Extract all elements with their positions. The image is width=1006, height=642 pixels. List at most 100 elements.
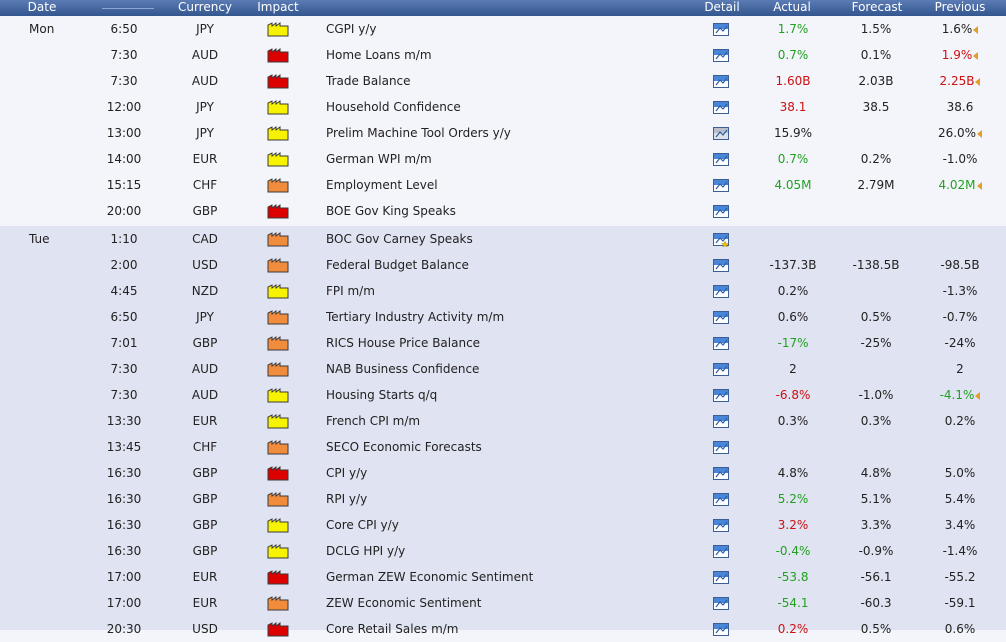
event-title[interactable]: Core Retail Sales m/m (326, 622, 459, 636)
detail-icon[interactable] (712, 22, 730, 37)
header-previous[interactable]: Previous (934, 0, 986, 14)
table-row[interactable]: 7:01 GBP RICS House Price Balance -17% -25% -… (0, 330, 1006, 356)
table-row[interactable]: 16:30 GBP DCLG HPI y/y -0.4% -0.9% -1.4% (0, 538, 1006, 564)
event-title[interactable]: BOE Gov King Speaks (326, 204, 456, 218)
table-row[interactable]: 20:30 USD Core Retail Sales m/m 0.2% 0.5% 0.6… (0, 616, 1006, 642)
table-row[interactable]: 12:00 JPY Household Confidence 38.1 38.5 38.6 (0, 94, 1006, 120)
day-block-tue: Tue 1:10 CAD BOC Gov Carney Speaks 2:00 USD F… (0, 226, 1006, 637)
detail-icon[interactable] (712, 544, 730, 559)
event-actual (748, 434, 838, 460)
event-title[interactable]: CGPI y/y (326, 22, 377, 36)
table-row[interactable]: 1:10 CAD BOC Gov Carney Speaks (0, 226, 1006, 252)
event-title[interactable]: Federal Budget Balance (326, 258, 469, 272)
event-title[interactable]: RPI y/y (326, 492, 368, 506)
event-previous-value: 5.4% (944, 492, 976, 506)
detail-icon[interactable] (712, 100, 730, 115)
table-row[interactable]: 13:00 JPY Prelim Machine Tool Orders y/y 15… (0, 120, 1006, 146)
event-title[interactable]: ZEW Economic Sentiment (326, 596, 482, 610)
table-row[interactable]: 16:30 GBP CPI y/y 4.8% 4.8% 5.0% (0, 460, 1006, 486)
table-row[interactable]: 13:45 CHF SECO Economic Forecasts (0, 434, 1006, 460)
detail-star-icon[interactable] (712, 232, 730, 247)
event-actual: 0.2% (777, 284, 809, 298)
event-title[interactable]: Prelim Machine Tool Orders y/y (326, 126, 511, 140)
event-title[interactable]: Core CPI y/y (326, 518, 399, 532)
revised-icon[interactable] (973, 51, 979, 60)
detail-gray-icon[interactable] (712, 126, 730, 141)
event-title[interactable]: SECO Economic Forecasts (326, 440, 482, 454)
event-previous: -98.5B (916, 252, 1004, 278)
event-title[interactable]: Employment Level (326, 178, 438, 192)
event-previous: 26.0% (916, 120, 1004, 146)
detail-icon[interactable] (712, 336, 730, 351)
event-title[interactable]: Household Confidence (326, 100, 461, 114)
event-title[interactable]: NAB Business Confidence (326, 362, 480, 376)
revised-icon[interactable] (977, 129, 983, 138)
detail-icon[interactable] (712, 152, 730, 167)
detail-icon[interactable] (712, 178, 730, 193)
detail-icon[interactable] (712, 440, 730, 455)
detail-icon[interactable] (712, 414, 730, 429)
table-row[interactable]: 2:00 USD Federal Budget Balance -137.3B -138… (0, 252, 1006, 278)
event-title[interactable]: French CPI m/m (326, 414, 421, 428)
revised-icon[interactable] (976, 181, 982, 190)
event-previous: -24% (916, 330, 1004, 356)
table-row[interactable]: 13:30 EUR French CPI m/m 0.3% 0.3% 0.2% (0, 408, 1006, 434)
detail-icon[interactable] (712, 284, 730, 299)
table-row[interactable]: 17:00 EUR German ZEW Economic Sentiment -53… (0, 564, 1006, 590)
event-title[interactable]: Tertiary Industry Activity m/m (326, 310, 505, 324)
impact-low-icon (267, 388, 289, 403)
table-row[interactable]: 14:00 EUR German WPI m/m 0.7% 0.2% -1.0% (0, 146, 1006, 172)
event-forecast: 0.5% (860, 310, 892, 324)
event-title[interactable]: BOC Gov Carney Speaks (326, 232, 473, 246)
detail-icon[interactable] (712, 310, 730, 325)
table-row[interactable]: 20:00 GBP BOE Gov King Speaks (0, 198, 1006, 224)
event-title[interactable]: FPI m/m (326, 284, 375, 298)
event-title[interactable]: DCLG HPI y/y (326, 544, 406, 558)
detail-icon[interactable] (712, 48, 730, 63)
table-row[interactable]: 17:00 EUR ZEW Economic Sentiment -54.1 -60.3… (0, 590, 1006, 616)
event-title[interactable]: Trade Balance (326, 74, 411, 88)
table-row[interactable]: 15:15 CHF Employment Level 4.05M 2.79M 4.02M (0, 172, 1006, 198)
revised-icon[interactable] (975, 391, 981, 400)
event-title[interactable]: German WPI m/m (326, 152, 432, 166)
table-row[interactable]: 7:30 AUD Housing Starts q/q -6.8% -1.0% -4.1% (0, 382, 1006, 408)
header-forecast[interactable]: Forecast (851, 0, 903, 14)
event-forecast: 0.1% (860, 48, 892, 62)
table-row[interactable]: 4:45 NZD FPI m/m 0.2% -1.3% (0, 278, 1006, 304)
revised-icon[interactable] (975, 77, 981, 86)
header-currency[interactable]: Currency (177, 0, 233, 14)
detail-icon[interactable] (712, 362, 730, 377)
table-row[interactable]: 6:50 JPY CGPI y/y 1.7% 1.5% 1.6% (0, 16, 1006, 42)
detail-icon[interactable] (712, 570, 730, 585)
event-title[interactable]: Home Loans m/m (326, 48, 432, 62)
header-date[interactable]: Date (27, 0, 57, 14)
table-row[interactable]: 7:30 AUD Home Loans m/m 0.7% 0.1% 1.9% (0, 42, 1006, 68)
event-title[interactable]: German ZEW Economic Sentiment (326, 570, 534, 584)
event-title[interactable]: CPI y/y (326, 466, 368, 480)
event-previous-value: 0.6% (944, 622, 976, 636)
detail-icon[interactable] (712, 204, 730, 219)
event-currency: JPY (196, 310, 214, 324)
header-detail[interactable]: Detail (704, 0, 740, 14)
header-actual[interactable]: Actual (773, 0, 811, 14)
event-previous (916, 198, 1004, 224)
table-row[interactable]: 16:30 GBP RPI y/y 5.2% 5.1% 5.4% (0, 486, 1006, 512)
revised-icon[interactable] (973, 25, 979, 34)
table-row[interactable]: 16:30 GBP Core CPI y/y 3.2% 3.3% 3.4% (0, 512, 1006, 538)
event-forecast: 1.5% (860, 22, 892, 36)
table-row[interactable]: 6:50 JPY Tertiary Industry Activity m/m 0.6… (0, 304, 1006, 330)
event-previous-value: 4.02M (938, 178, 976, 192)
event-title[interactable]: Housing Starts q/q (326, 388, 438, 402)
event-title[interactable]: RICS House Price Balance (326, 336, 481, 350)
table-row[interactable]: 7:30 AUD Trade Balance 1.60B 2.03B 2.25B (0, 68, 1006, 94)
detail-icon[interactable] (712, 518, 730, 533)
header-impact[interactable]: Impact (257, 0, 299, 14)
detail-icon[interactable] (712, 596, 730, 611)
detail-icon[interactable] (712, 466, 730, 481)
detail-icon[interactable] (712, 388, 730, 403)
table-row[interactable]: 7:30 AUD NAB Business Confidence 2 2 (0, 356, 1006, 382)
event-actual: 5.2% (777, 492, 809, 506)
detail-icon[interactable] (712, 492, 730, 507)
detail-icon[interactable] (712, 258, 730, 273)
detail-icon[interactable] (712, 74, 730, 89)
